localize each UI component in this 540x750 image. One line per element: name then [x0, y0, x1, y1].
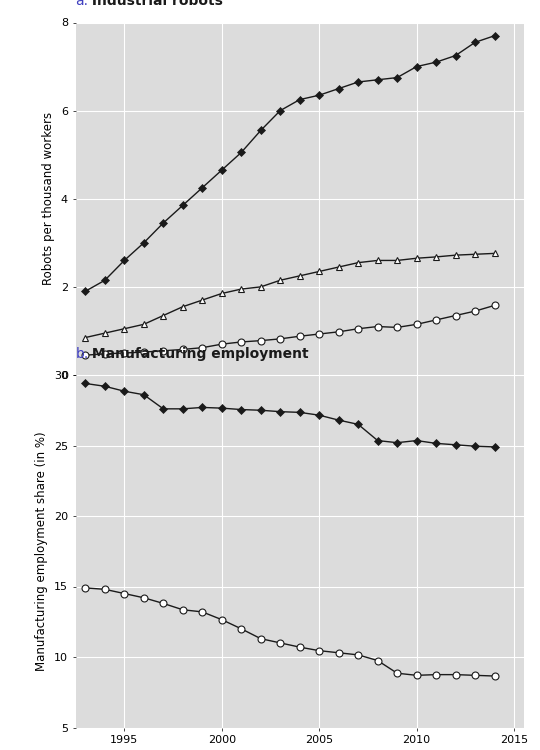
Text: a.: a.: [76, 0, 89, 8]
Text: Industrial robots: Industrial robots: [87, 0, 222, 8]
Y-axis label: Manufacturing employment share (in %): Manufacturing employment share (in %): [35, 431, 48, 671]
Text: Manufacturing employment: Manufacturing employment: [87, 347, 308, 361]
Legend: Germany, Europe, United States: Germany, Europe, United States: [164, 409, 436, 431]
Y-axis label: Robots per thousand workers: Robots per thousand workers: [42, 112, 55, 285]
Text: b.: b.: [76, 347, 89, 361]
